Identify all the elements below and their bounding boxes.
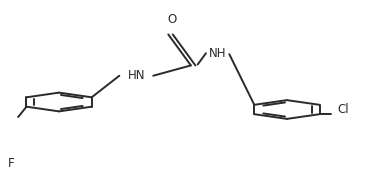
Text: O: O — [168, 13, 177, 26]
Text: F: F — [8, 157, 14, 170]
Text: HN: HN — [127, 69, 145, 82]
Text: Cl: Cl — [338, 103, 349, 116]
Text: NH: NH — [209, 47, 226, 60]
